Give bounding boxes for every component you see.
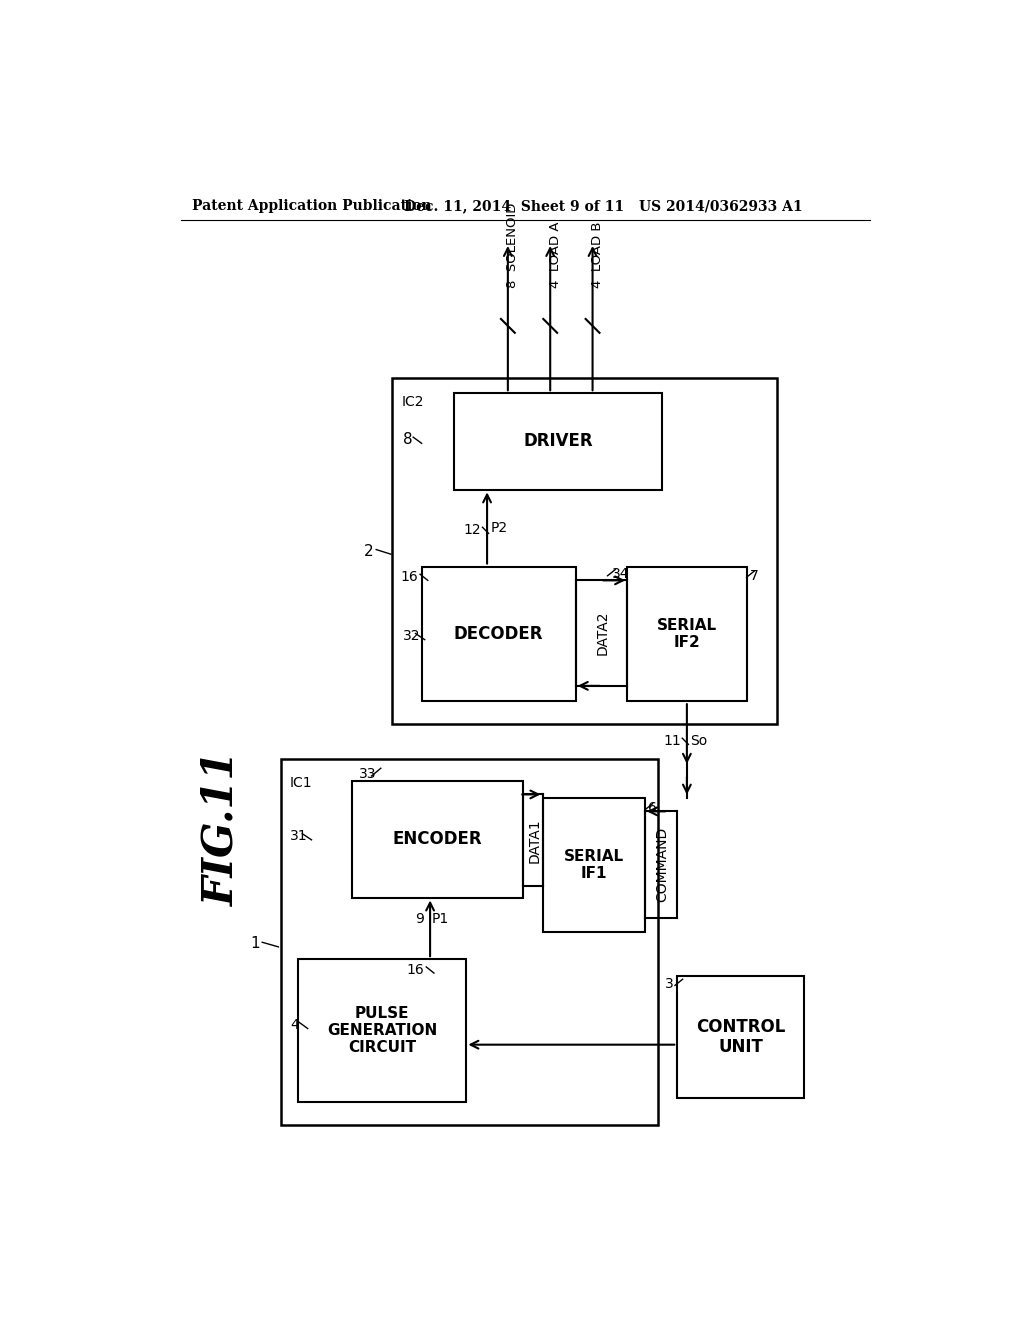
Text: 31: 31	[290, 829, 307, 843]
Text: 32: 32	[403, 628, 421, 643]
Bar	[543, 797, 645, 932]
Text: DATA1: DATA1	[527, 818, 542, 862]
Text: DRIVER: DRIVER	[523, 433, 593, 450]
Text: IC2: IC2	[401, 395, 424, 409]
Text: PULSE
GENERATION
CIRCUIT: PULSE GENERATION CIRCUIT	[327, 1006, 437, 1055]
Text: 6: 6	[648, 801, 656, 816]
Text: IC1: IC1	[290, 776, 312, 789]
Text: 8  SOLENOID: 8 SOLENOID	[506, 202, 519, 288]
Text: 16: 16	[407, 964, 424, 977]
Bar	[454, 393, 662, 490]
Text: 12: 12	[463, 523, 481, 536]
Bar	[392, 378, 777, 725]
Text: ENCODER: ENCODER	[393, 830, 482, 847]
Text: 4  LOAD A: 4 LOAD A	[549, 222, 562, 288]
Text: So: So	[690, 734, 708, 747]
Text: 11: 11	[663, 734, 681, 747]
Text: 3: 3	[665, 977, 674, 991]
Bar	[298, 960, 466, 1102]
Text: P2: P2	[490, 521, 508, 535]
Text: Dec. 11, 2014  Sheet 9 of 11: Dec. 11, 2014 Sheet 9 of 11	[403, 199, 624, 213]
Bar	[422, 566, 575, 701]
Text: 16: 16	[400, 569, 418, 583]
Text: SERIAL
IF1: SERIAL IF1	[563, 849, 624, 880]
Text: DECODER: DECODER	[454, 624, 544, 643]
Text: CONTROL
UNIT: CONTROL UNIT	[696, 1018, 785, 1056]
Text: COMMAND: COMMAND	[655, 828, 670, 903]
Text: SERIAL
IF2: SERIAL IF2	[656, 618, 717, 649]
Text: 4  LOAD B: 4 LOAD B	[591, 222, 604, 288]
Text: 7: 7	[750, 569, 759, 582]
Text: US 2014/0362933 A1: US 2014/0362933 A1	[639, 199, 803, 213]
Bar	[628, 566, 746, 701]
Text: Patent Application Publication: Patent Application Publication	[193, 199, 432, 213]
Text: 33: 33	[358, 767, 376, 781]
Text: FIG.11: FIG.11	[201, 751, 243, 906]
Bar	[281, 759, 658, 1125]
Bar	[352, 780, 523, 898]
Text: 8: 8	[403, 432, 413, 447]
Text: 34: 34	[612, 568, 630, 581]
Text: 2: 2	[365, 544, 374, 558]
Text: P1: P1	[432, 912, 449, 927]
Text: 1: 1	[250, 936, 260, 952]
Bar	[677, 977, 804, 1098]
Text: 4: 4	[290, 1018, 299, 1032]
Text: 9: 9	[415, 912, 424, 927]
Text: DATA2: DATA2	[596, 611, 610, 655]
